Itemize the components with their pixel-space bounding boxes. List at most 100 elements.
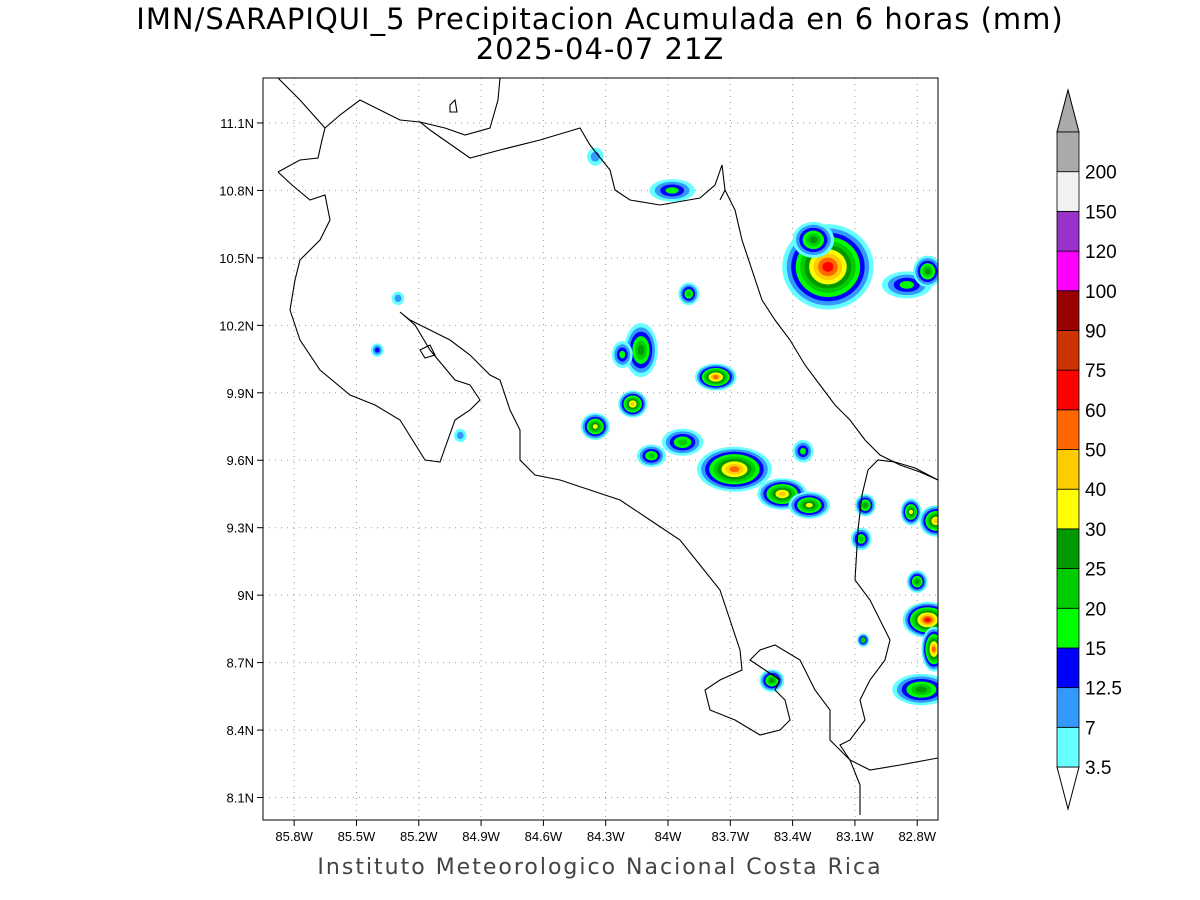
precip-cell — [788, 491, 830, 519]
legend-label: 3.5 — [1085, 758, 1111, 779]
legend-arrow-below — [1056, 766, 1080, 811]
legend-swatch-3.5 — [1056, 726, 1080, 768]
precip-cell — [792, 221, 835, 258]
precip-contour-25 — [809, 236, 818, 244]
precip-contour-40 — [778, 491, 786, 497]
precip-cell — [854, 493, 876, 517]
legend-swatch-7 — [1056, 687, 1080, 728]
legend-swatch-40 — [1056, 449, 1080, 490]
footer-credit: Instituto Meteorologico Nacional Costa R… — [317, 855, 883, 880]
precip-contour-20 — [861, 638, 866, 643]
legend-label: 75 — [1085, 361, 1106, 382]
map-axes: 85.8W 85.5W 85.2W 84.9W 84.6W 84.3W 84W 83.7W 83… — [219, 116, 936, 844]
precip-contour-30 — [592, 424, 598, 429]
small-island — [449, 98, 458, 113]
legend-label: 100 — [1085, 282, 1117, 303]
precip-contour-25 — [637, 344, 645, 356]
precip-contour-40 — [933, 518, 938, 524]
lon-tick-label: 85.2W — [400, 829, 438, 844]
legend-swatch-50 — [1056, 409, 1080, 450]
nicoya-lagoon — [419, 344, 436, 359]
legend-swatch-60 — [1056, 369, 1080, 411]
lat-tick-label: 10.5N — [219, 251, 254, 266]
precip-cell — [661, 428, 704, 456]
lat-tick-label: 11.1N — [220, 116, 254, 131]
precip-cell — [919, 505, 938, 537]
precip-cell — [624, 323, 658, 378]
precip-contour-7 — [394, 294, 402, 303]
precip-cell — [857, 633, 870, 647]
precipitation-field — [371, 147, 938, 706]
lon-tick-label: 85.8W — [275, 829, 313, 844]
precip-cell — [587, 147, 604, 166]
precip-cell — [697, 446, 772, 492]
precip-contour-12.5 — [374, 347, 380, 353]
precip-contour-60 — [822, 261, 834, 272]
legend-swatch-100 — [1056, 250, 1080, 292]
lon-tick-label: 84.6W — [525, 829, 563, 844]
precip-cell — [902, 601, 938, 638]
northern-border — [277, 121, 726, 206]
precip-cell — [900, 498, 922, 526]
legend-label: 7 — [1085, 718, 1096, 739]
lat-tick-label: 8.4N — [227, 723, 254, 738]
precip-cell — [792, 440, 814, 463]
lon-tick-label: 84.3W — [587, 829, 625, 844]
lon-tick-label: 83.7W — [712, 829, 750, 844]
color-legend: 3.5 7 12.5 15 20 25 30 40 50 60 75 90 100 120 150 200 — [1056, 88, 1122, 811]
lat-tick-label: 10.2N — [219, 318, 254, 333]
precip-contour-30 — [805, 502, 813, 508]
precip-cell — [618, 390, 648, 418]
map-subtitle-date: 2025-04-07 21Z — [475, 32, 725, 66]
legend-swatch-200 — [1056, 131, 1080, 173]
precip-contour-50 — [713, 375, 719, 380]
precip-contour-15 — [665, 187, 679, 194]
lon-tick-label: 85.5W — [338, 829, 376, 844]
legend-label: 25 — [1085, 560, 1106, 581]
lat-tick-label: 9.9N — [227, 386, 254, 401]
precip-contour-15 — [800, 448, 806, 455]
precip-cell — [371, 343, 384, 357]
precip-contour-60 — [924, 617, 931, 623]
precip-cell — [913, 255, 938, 288]
legend-label: 30 — [1085, 520, 1106, 541]
legend-label: 40 — [1085, 480, 1106, 501]
legend-label: 150 — [1085, 202, 1117, 223]
lon-tick-label: 83.1W — [836, 829, 874, 844]
precip-contour-30 — [909, 509, 913, 515]
lat-tick-label: 10.8N — [219, 183, 254, 198]
precip-contour-50 — [931, 646, 936, 653]
lat-tick-label: 8.1N — [227, 791, 254, 806]
legend-swatch-120 — [1056, 210, 1080, 252]
lon-tick-label: 84.9W — [462, 829, 500, 844]
coastline-borders — [277, 78, 938, 815]
precip-contour-15 — [899, 281, 914, 289]
precip-cell — [454, 428, 467, 443]
precip-contour-40 — [630, 402, 635, 407]
legend-label: 50 — [1085, 441, 1106, 462]
lon-tick-label: 84W — [655, 829, 682, 844]
legend-swatch-150 — [1056, 171, 1080, 212]
legend-label: 12.5 — [1085, 679, 1122, 700]
precip-contour-25 — [769, 678, 775, 683]
precip-contour-25 — [863, 503, 868, 508]
legend-label: 90 — [1085, 321, 1106, 342]
lat-tick-label: 9.6N — [227, 453, 254, 468]
precip-cell — [678, 282, 700, 306]
precip-contour-25 — [924, 268, 931, 275]
legend-label: 200 — [1085, 163, 1117, 184]
precip-contour-25 — [915, 686, 928, 693]
precip-cell — [695, 363, 737, 391]
legend-swatch-75 — [1056, 330, 1080, 371]
lat-tick-label: 8.7N — [227, 656, 254, 671]
precip-contour-20 — [686, 291, 692, 297]
legend-swatch-12.5 — [1056, 647, 1080, 689]
legend-swatch-25 — [1056, 528, 1080, 569]
map-frame — [262, 77, 939, 821]
lat-tick-label: 9.3N — [227, 521, 254, 536]
map-plot-area — [263, 78, 938, 820]
precip-contour-50 — [729, 466, 740, 473]
precip-contour-20 — [677, 439, 688, 446]
precip-cell — [892, 673, 938, 706]
lon-tick-label: 83.4W — [774, 829, 812, 844]
